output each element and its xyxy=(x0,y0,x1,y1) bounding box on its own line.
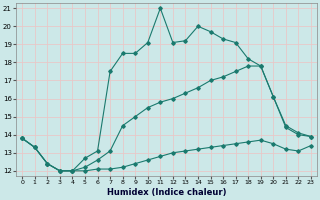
X-axis label: Humidex (Indice chaleur): Humidex (Indice chaleur) xyxy=(107,188,226,197)
